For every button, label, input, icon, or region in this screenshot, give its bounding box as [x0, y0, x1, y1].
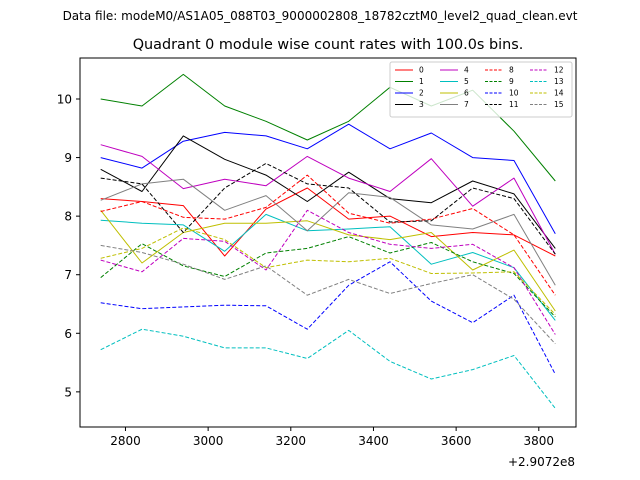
series-line-0	[100, 187, 556, 257]
x-tick-label: 3800	[524, 434, 555, 448]
y-tick-label: 8	[64, 210, 72, 224]
legend-label-13: 13	[554, 77, 564, 86]
series-line-12	[100, 209, 556, 335]
legend-label-10: 10	[509, 89, 519, 98]
legend-label-8: 8	[509, 66, 514, 75]
x-tick-label: 3200	[276, 434, 307, 448]
series-line-10	[100, 261, 556, 375]
legend-label-5: 5	[464, 77, 469, 86]
legend-label-1: 1	[419, 77, 424, 86]
y-tick-label: 10	[57, 93, 72, 107]
legend-label-11: 11	[509, 100, 519, 109]
series-line-8	[100, 174, 556, 296]
y-tick-label: 5	[64, 385, 72, 399]
legend-label-9: 9	[509, 77, 514, 86]
legend-label-6: 6	[464, 89, 469, 98]
y-axis: 5 6 7 8 9 10	[57, 93, 80, 399]
legend-label-15: 15	[554, 100, 564, 109]
y-tick-label: 9	[64, 151, 72, 165]
series-line-13	[100, 328, 556, 409]
series-line-9	[100, 236, 556, 318]
legend-label-2: 2	[419, 89, 424, 98]
series-line-14	[100, 227, 556, 315]
series-line-5	[100, 213, 556, 321]
axes-frame	[79, 57, 577, 428]
y-tick-label: 6	[64, 327, 72, 341]
series-line-11	[100, 162, 556, 255]
legend-label-0: 0	[419, 66, 424, 75]
legend-label-12: 12	[554, 66, 564, 75]
series-line-15	[100, 244, 556, 345]
x-tick-label: 3600	[441, 434, 472, 448]
x-axis-offset-label: +2.9072e8	[508, 455, 575, 469]
legend-label-4: 4	[464, 66, 469, 75]
x-axis: 2800 3000 3200 3400 3600 3800	[110, 427, 554, 448]
legend-label-7: 7	[464, 100, 469, 109]
series-line-4	[100, 144, 556, 255]
series-line-7	[100, 178, 556, 286]
x-tick-label: 3000	[193, 434, 224, 448]
plot-lines	[100, 73, 556, 409]
x-tick-label: 3400	[358, 434, 389, 448]
series-line-3	[100, 135, 556, 249]
figure-suptitle: Data file: modeM0/AS1A05_088T03_90000028…	[63, 9, 578, 23]
legend-label-14: 14	[554, 89, 564, 98]
legend-label-3: 3	[419, 100, 424, 109]
series-line-6	[100, 209, 556, 312]
chart-title: Quadrant 0 module wise count rates with …	[133, 37, 524, 53]
legend-box	[389, 61, 573, 118]
y-tick-label: 7	[64, 268, 72, 282]
x-tick-label: 2800	[110, 434, 141, 448]
